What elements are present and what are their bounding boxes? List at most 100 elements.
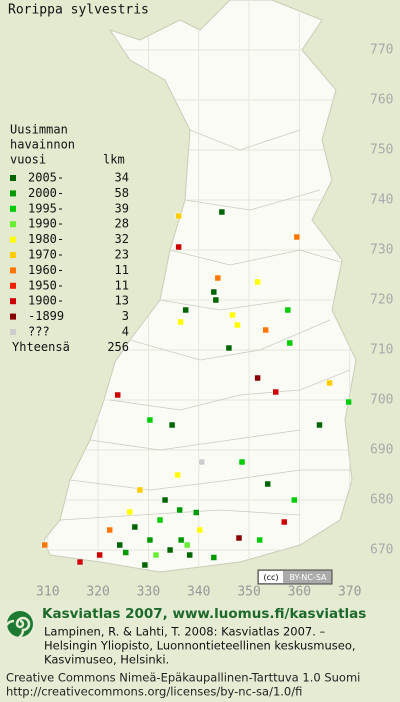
- observation: [293, 233, 301, 241]
- legend-label: 2005-: [28, 171, 64, 185]
- observation: [291, 496, 298, 504]
- observation: [192, 509, 200, 516]
- citation: Helsingin Yliopisto, Luonnontieteellinen…: [44, 639, 356, 653]
- logo: [3, 611, 33, 641]
- observation: [218, 208, 226, 216]
- observation: [183, 541, 191, 549]
- y-tick-label: 690: [370, 443, 393, 458]
- observation: [116, 541, 123, 549]
- legend-count: 28: [115, 217, 129, 231]
- legend-swatch: [10, 252, 16, 258]
- legend-label: 1960-: [28, 263, 64, 277]
- legend-count: 11: [115, 278, 129, 292]
- observation: [234, 321, 241, 329]
- y-tick-label: 740: [370, 193, 393, 208]
- y-tick-label: 710: [370, 343, 393, 358]
- legend-label: 2000-: [28, 186, 64, 200]
- legend-label: 1990-: [28, 217, 64, 231]
- observation: [156, 516, 164, 524]
- observation: [141, 561, 149, 569]
- y-tick-label: 770: [370, 43, 393, 58]
- legend-label: 1980-: [28, 232, 64, 246]
- observation: [210, 554, 218, 561]
- x-tick-label: 330: [137, 585, 160, 600]
- species-title: Rorippa sylvestris: [8, 3, 149, 18]
- observation: [136, 486, 144, 494]
- legend-swatch: [10, 175, 16, 181]
- finland-outline: [43, 0, 357, 573]
- y-tick-label: 680: [370, 493, 393, 508]
- observation: [76, 558, 84, 566]
- observation: [106, 526, 113, 534]
- observation: [131, 523, 139, 531]
- logo-disc: [7, 611, 33, 637]
- observation: [186, 551, 193, 559]
- legend-count: 11: [115, 263, 129, 277]
- observation: [212, 296, 220, 304]
- observation: [316, 421, 323, 429]
- legend-swatch: [10, 267, 16, 274]
- observation: [326, 379, 333, 387]
- legend-count: 39: [115, 201, 129, 215]
- observation: [126, 508, 134, 516]
- legend-label: 1950-: [28, 278, 64, 292]
- observation: [146, 536, 154, 544]
- observation: [286, 339, 294, 347]
- y-tick-label: 750: [370, 143, 393, 158]
- badge-cc-bg: [259, 571, 283, 583]
- observations: [41, 208, 352, 569]
- observation: [229, 311, 236, 319]
- observation: [254, 278, 261, 286]
- legend-total-label: Yhteensä: [12, 340, 70, 354]
- observation: [214, 274, 222, 282]
- y-tick-label: 760: [370, 93, 393, 108]
- legend-count: 23: [115, 248, 129, 262]
- observation: [122, 549, 130, 556]
- legend-label: 1970-: [28, 248, 64, 262]
- legend-count: 32: [115, 232, 129, 246]
- cc-badge: (cc) BY-NC-SA: [257, 569, 333, 585]
- observation: [238, 458, 246, 466]
- x-tick-label: 360: [288, 585, 311, 600]
- observation: [281, 518, 288, 526]
- y-tick-label: 670: [370, 543, 393, 558]
- citation: Kasvimuseo, Helsinki.: [44, 653, 169, 667]
- observation: [174, 471, 181, 479]
- x-tick-label: 370: [338, 585, 361, 600]
- legend-heading: havainnon: [10, 138, 75, 152]
- observation: [210, 288, 218, 296]
- legend-count: 3: [122, 309, 129, 323]
- observation: [177, 318, 184, 326]
- legend-label: 1995-: [28, 201, 64, 215]
- observation: [146, 416, 154, 424]
- observation: [168, 421, 176, 429]
- x-tick-label: 320: [86, 585, 109, 600]
- badge-text: BY-NC-SA: [289, 573, 327, 582]
- logo-spiral: [3, 616, 31, 641]
- legend-swatch: [10, 282, 16, 289]
- legend-count: 13: [115, 294, 129, 308]
- observation: [272, 388, 279, 396]
- observation: [175, 243, 182, 251]
- footer-heading: Kasviatlas 2007, www.luomus.fi/kasviatla…: [42, 606, 366, 622]
- observation: [225, 344, 233, 352]
- x-tick-label: 340: [187, 585, 210, 600]
- legend-swatch: [10, 313, 16, 320]
- legend-count: 34: [115, 171, 129, 185]
- legend-label: -1899: [28, 309, 64, 323]
- legend-swatch: [10, 205, 16, 212]
- observation: [166, 546, 174, 554]
- y-tick-label: 700: [370, 393, 393, 408]
- observation: [256, 536, 263, 544]
- legend-heading: vuosi: [10, 153, 46, 167]
- y-tick-label: 730: [370, 243, 393, 258]
- observation: [175, 212, 182, 220]
- license-url: http://creativecommons.org/licenses/by-n…: [6, 685, 302, 699]
- license: Creative Commons Nimeä-Epäkaupallinen-Ta…: [6, 671, 360, 685]
- observation: [196, 526, 203, 534]
- legend-swatch: [10, 221, 16, 228]
- observation: [284, 306, 292, 314]
- y-tick-label: 720: [370, 293, 393, 308]
- legend-count: 58: [115, 186, 129, 200]
